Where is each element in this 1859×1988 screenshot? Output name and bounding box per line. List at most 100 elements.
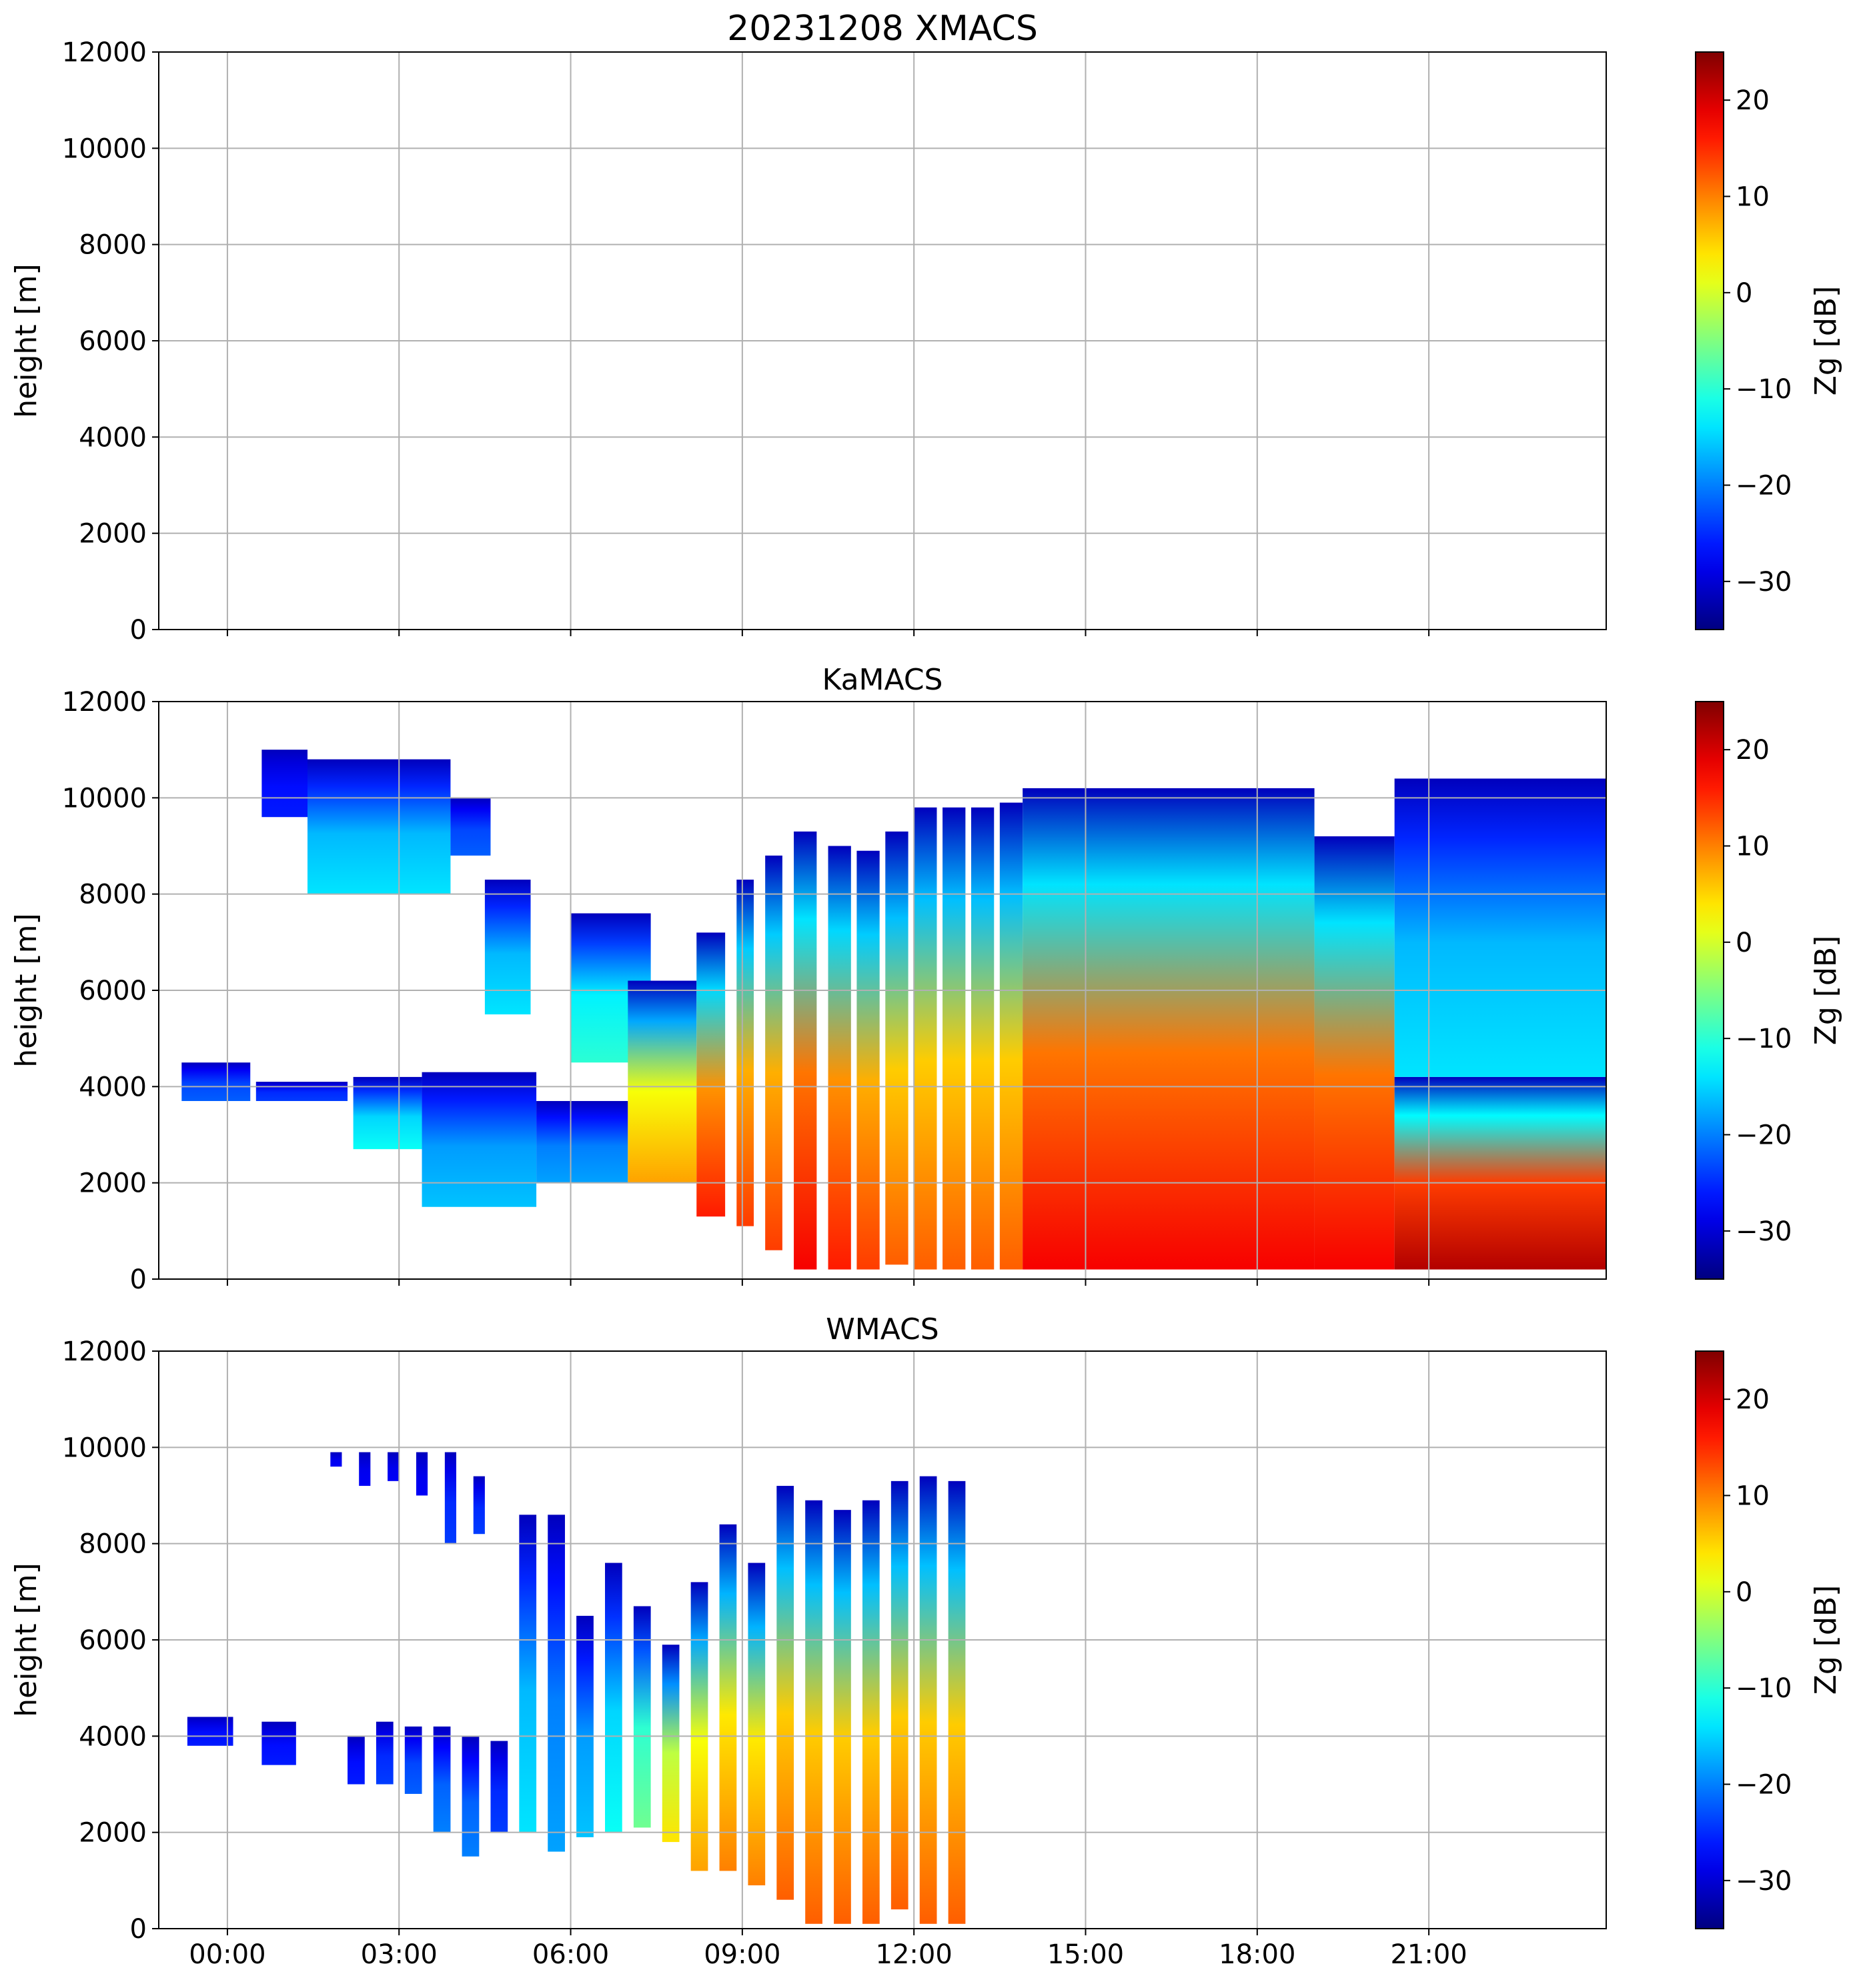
echo-segment: [450, 798, 491, 856]
echo-segment: [404, 1726, 422, 1794]
echo-segment: [261, 1721, 296, 1765]
echo-segment: [999, 802, 1023, 1270]
y-tick-label: 2000: [79, 1818, 147, 1849]
echo-segment: [1314, 836, 1395, 1270]
echo-segment: [662, 1645, 680, 1843]
echo-segment: [834, 1510, 851, 1924]
colorbar-tick-label: 20: [1736, 85, 1770, 116]
x-tick-label: 06:00: [532, 1939, 609, 1970]
echo-segment: [890, 1480, 908, 1910]
y-tick-label: 10000: [62, 133, 147, 164]
colorbar-tick-label: −20: [1736, 1770, 1792, 1801]
panel-20231208-xmacs: 20231208 XMACS 0 2000 4000 6000 8000 10000 1200…: [9, 9, 1843, 646]
colorbar-tick-label: 10: [1736, 1481, 1770, 1512]
panel-title: 20231208 XMACS: [727, 9, 1038, 49]
echo-segment: [181, 1062, 251, 1101]
echo-segment: [805, 1500, 822, 1924]
echo-segment: [519, 1515, 537, 1833]
echo-segment: [187, 1717, 233, 1746]
x-tick-label: 03:00: [361, 1939, 438, 1970]
colorbar-tick-label: 20: [1736, 735, 1770, 766]
colorbar-tick-label: −30: [1736, 1216, 1792, 1247]
colorbar-label: Zg [dB]: [1809, 936, 1843, 1046]
echo-segment: [919, 1476, 937, 1924]
echo-segment: [736, 880, 754, 1226]
grid: [159, 701, 1606, 1280]
echo-segment: [776, 1486, 794, 1900]
echo-segment: [828, 846, 851, 1270]
x-tick-label: 00:00: [189, 1939, 265, 1970]
echo-segment: [765, 855, 782, 1250]
y-tick-label: 8000: [79, 230, 147, 261]
echo-segment: [628, 980, 697, 1183]
y-tick-label: 10000: [62, 783, 147, 814]
panel-title: WMACS: [826, 1312, 939, 1346]
echo-segment: [536, 1100, 628, 1183]
y-axis-label: height [m]: [9, 263, 43, 417]
colorbar-tick-label: −10: [1736, 1673, 1792, 1704]
colorbar: −30 −20 −10 0 10 20 Zg [dB]: [1695, 51, 1843, 630]
colorbar-tick-label: −10: [1736, 374, 1792, 405]
colorbar-gradient: [1695, 51, 1724, 630]
y-tick-label: 0: [130, 615, 147, 646]
y-tick-label: 12000: [62, 1336, 147, 1367]
y-tick-label: 12000: [62, 37, 147, 68]
echo-segment: [605, 1563, 622, 1833]
colorbar-gradient: [1695, 1350, 1724, 1929]
echo-segment: [422, 1072, 537, 1207]
echo-segment: [1394, 1076, 1606, 1270]
y-axis-label: height [m]: [9, 913, 43, 1067]
panel-kamacs: KaMACS 0 2000 4000 6000 8000 10000 12000 height …: [9, 663, 1843, 1295]
echo-segment: [473, 1476, 485, 1535]
echo-layer: [181, 750, 1606, 1270]
echo-segment: [1394, 778, 1606, 1077]
echo-segment: [307, 759, 451, 894]
y-tick-label: 0: [130, 1914, 147, 1945]
grid: [159, 1350, 1606, 1929]
echo-segment: [914, 807, 937, 1270]
y-tick-label: 6000: [79, 976, 147, 1006]
echo-segment: [971, 807, 995, 1270]
colorbar-tick-label: 10: [1736, 832, 1770, 862]
x-tick-label: 18:00: [1219, 1939, 1295, 1970]
y-tick-label: 2000: [79, 519, 147, 550]
colorbar-tick-label: −10: [1736, 1024, 1792, 1054]
panel-title: KaMACS: [822, 663, 943, 697]
echo-segment: [444, 1452, 457, 1544]
echo-segment: [348, 1736, 365, 1785]
y-tick-label: 12000: [62, 687, 147, 718]
echo-segment: [490, 1741, 508, 1833]
x-tick-label: 21:00: [1390, 1939, 1467, 1970]
colorbar-label: Zg [dB]: [1809, 286, 1843, 396]
colorbar-tick-label: −20: [1736, 471, 1792, 502]
colorbar: −30 −20 −10 0 10 20 Zg [dB]: [1695, 1350, 1843, 1929]
echo-segment: [330, 1452, 342, 1467]
y-tick-label: 0: [130, 1264, 147, 1295]
echo-segment: [376, 1721, 394, 1785]
colorbar: −30 −20 −10 0 10 20 Zg [dB]: [1695, 701, 1843, 1280]
echo-segment: [943, 807, 966, 1270]
x-tick-label: 09:00: [704, 1939, 780, 1970]
x-tick-label: 15:00: [1047, 1939, 1124, 1970]
colorbar-tick-label: 20: [1736, 1384, 1770, 1415]
colorbar-gradient: [1695, 701, 1724, 1280]
echo-segment: [633, 1606, 651, 1828]
echo-segment: [359, 1452, 371, 1486]
echo-segment: [416, 1452, 428, 1496]
y-axis-label: height [m]: [9, 1563, 43, 1717]
colorbar-tick-label: 0: [1736, 928, 1752, 958]
echo-segment: [576, 1615, 594, 1837]
echo-layer: [187, 1452, 966, 1924]
y-tick-label: 6000: [79, 326, 147, 357]
echo-segment: [748, 1563, 766, 1886]
echo-segment: [433, 1726, 451, 1833]
colorbar-tick-label: 10: [1736, 182, 1770, 213]
colorbar-label: Zg [dB]: [1809, 1585, 1843, 1695]
colorbar-tick-label: 0: [1736, 278, 1752, 309]
echo-segment: [548, 1515, 565, 1852]
echo-segment: [885, 831, 908, 1265]
echo-segment: [862, 1500, 880, 1924]
colorbar-tick-label: 0: [1736, 1577, 1752, 1608]
y-tick-label: 6000: [79, 1625, 147, 1656]
echo-segment: [948, 1480, 966, 1924]
